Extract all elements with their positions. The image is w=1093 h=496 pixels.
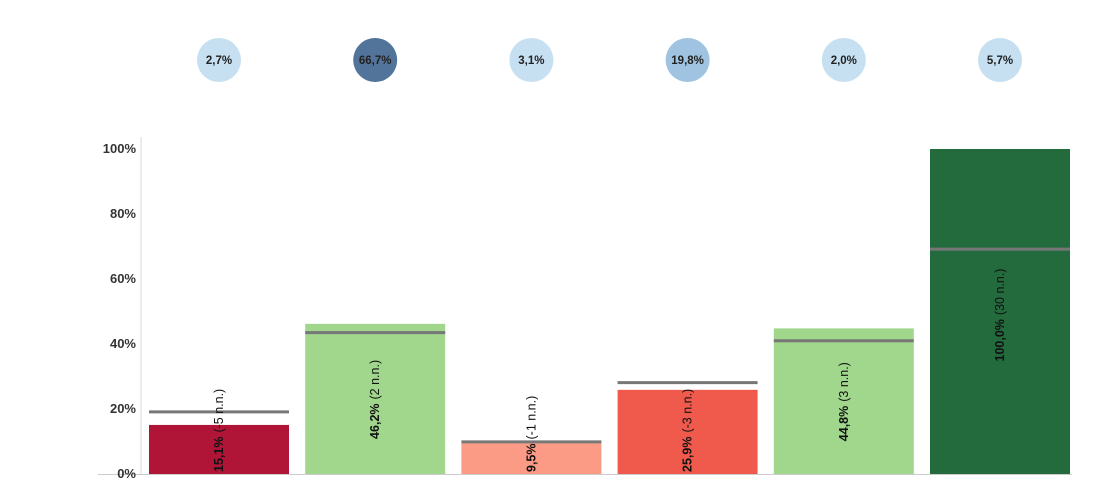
bar-value: 44,8% bbox=[837, 406, 851, 441]
share-bubble-label: 19,8% bbox=[671, 55, 704, 67]
bar-value: 15,1% bbox=[212, 437, 226, 472]
bar-change: (-5 n.n.) bbox=[212, 389, 226, 433]
share-bubble bbox=[665, 38, 710, 82]
share-bubble-label: 5,7% bbox=[987, 55, 1013, 67]
bar-change: (30 n.n.) bbox=[993, 269, 1007, 316]
bar-change: (3 n.n.) bbox=[837, 362, 851, 402]
bar-labels: 15,1% (-5 n.n.) 46,2% (2 n.n.) 9,5% (-1 n.n.)… bbox=[212, 269, 1007, 472]
y-tick-label: 60% bbox=[110, 271, 136, 286]
share-bubble bbox=[197, 38, 241, 82]
bars bbox=[149, 149, 1070, 474]
reference-lines bbox=[149, 247, 1070, 444]
share-bubble bbox=[821, 38, 866, 82]
bar bbox=[773, 328, 914, 474]
bar-value-label: 44,8% (3 n.n.) bbox=[837, 362, 851, 441]
bar-value: 25,9% bbox=[681, 437, 695, 472]
share-bubble bbox=[978, 38, 1022, 82]
bar-change: (-3 n.n.) bbox=[681, 389, 695, 433]
share-bubble bbox=[353, 38, 398, 82]
bar-value-label: 100,0% (30 n.n.) bbox=[993, 269, 1007, 362]
share-bubble-label: 2,0% bbox=[831, 55, 857, 67]
bar-value-label: 9,5% (-1 n.n.) bbox=[524, 396, 538, 472]
share-bubble bbox=[509, 38, 554, 82]
bar-value: 9,5% bbox=[524, 444, 538, 473]
bar-value-label: 46,2% (2 n.n.) bbox=[368, 360, 382, 439]
share-bubble-label: 3,1% bbox=[518, 55, 544, 67]
bar-change: (2 n.n.) bbox=[368, 360, 382, 400]
y-tick-label: 40% bbox=[110, 336, 136, 351]
bar bbox=[461, 443, 602, 474]
bar-value-label: 25,9% (-3 n.n.) bbox=[681, 389, 695, 472]
bar-value: 46,2% bbox=[368, 403, 382, 438]
bar bbox=[149, 424, 289, 474]
y-tick-label: 20% bbox=[110, 401, 136, 416]
bar bbox=[617, 389, 758, 474]
bar-value-label: 15,1% (-5 n.n.) bbox=[212, 389, 226, 472]
y-axis: 0% 20% 40% 60% 80% 100% bbox=[98, 137, 1072, 481]
share-bubble-label: 66,7% bbox=[359, 55, 392, 67]
bar bbox=[305, 323, 446, 474]
y-tick-label: 100% bbox=[103, 141, 137, 156]
y-tick-label: 0% bbox=[117, 466, 136, 481]
bar-value: 100,0% bbox=[993, 319, 1007, 361]
bar bbox=[930, 149, 1070, 474]
share-bubble-label: 2,7% bbox=[206, 55, 232, 67]
share-bubbles: 2,7% 66,7% 3,1% 19,8% 2,0% 5,7% bbox=[197, 38, 1022, 82]
y-tick-label: 80% bbox=[110, 206, 136, 221]
bar-change: (-1 n.n.) bbox=[524, 396, 538, 440]
